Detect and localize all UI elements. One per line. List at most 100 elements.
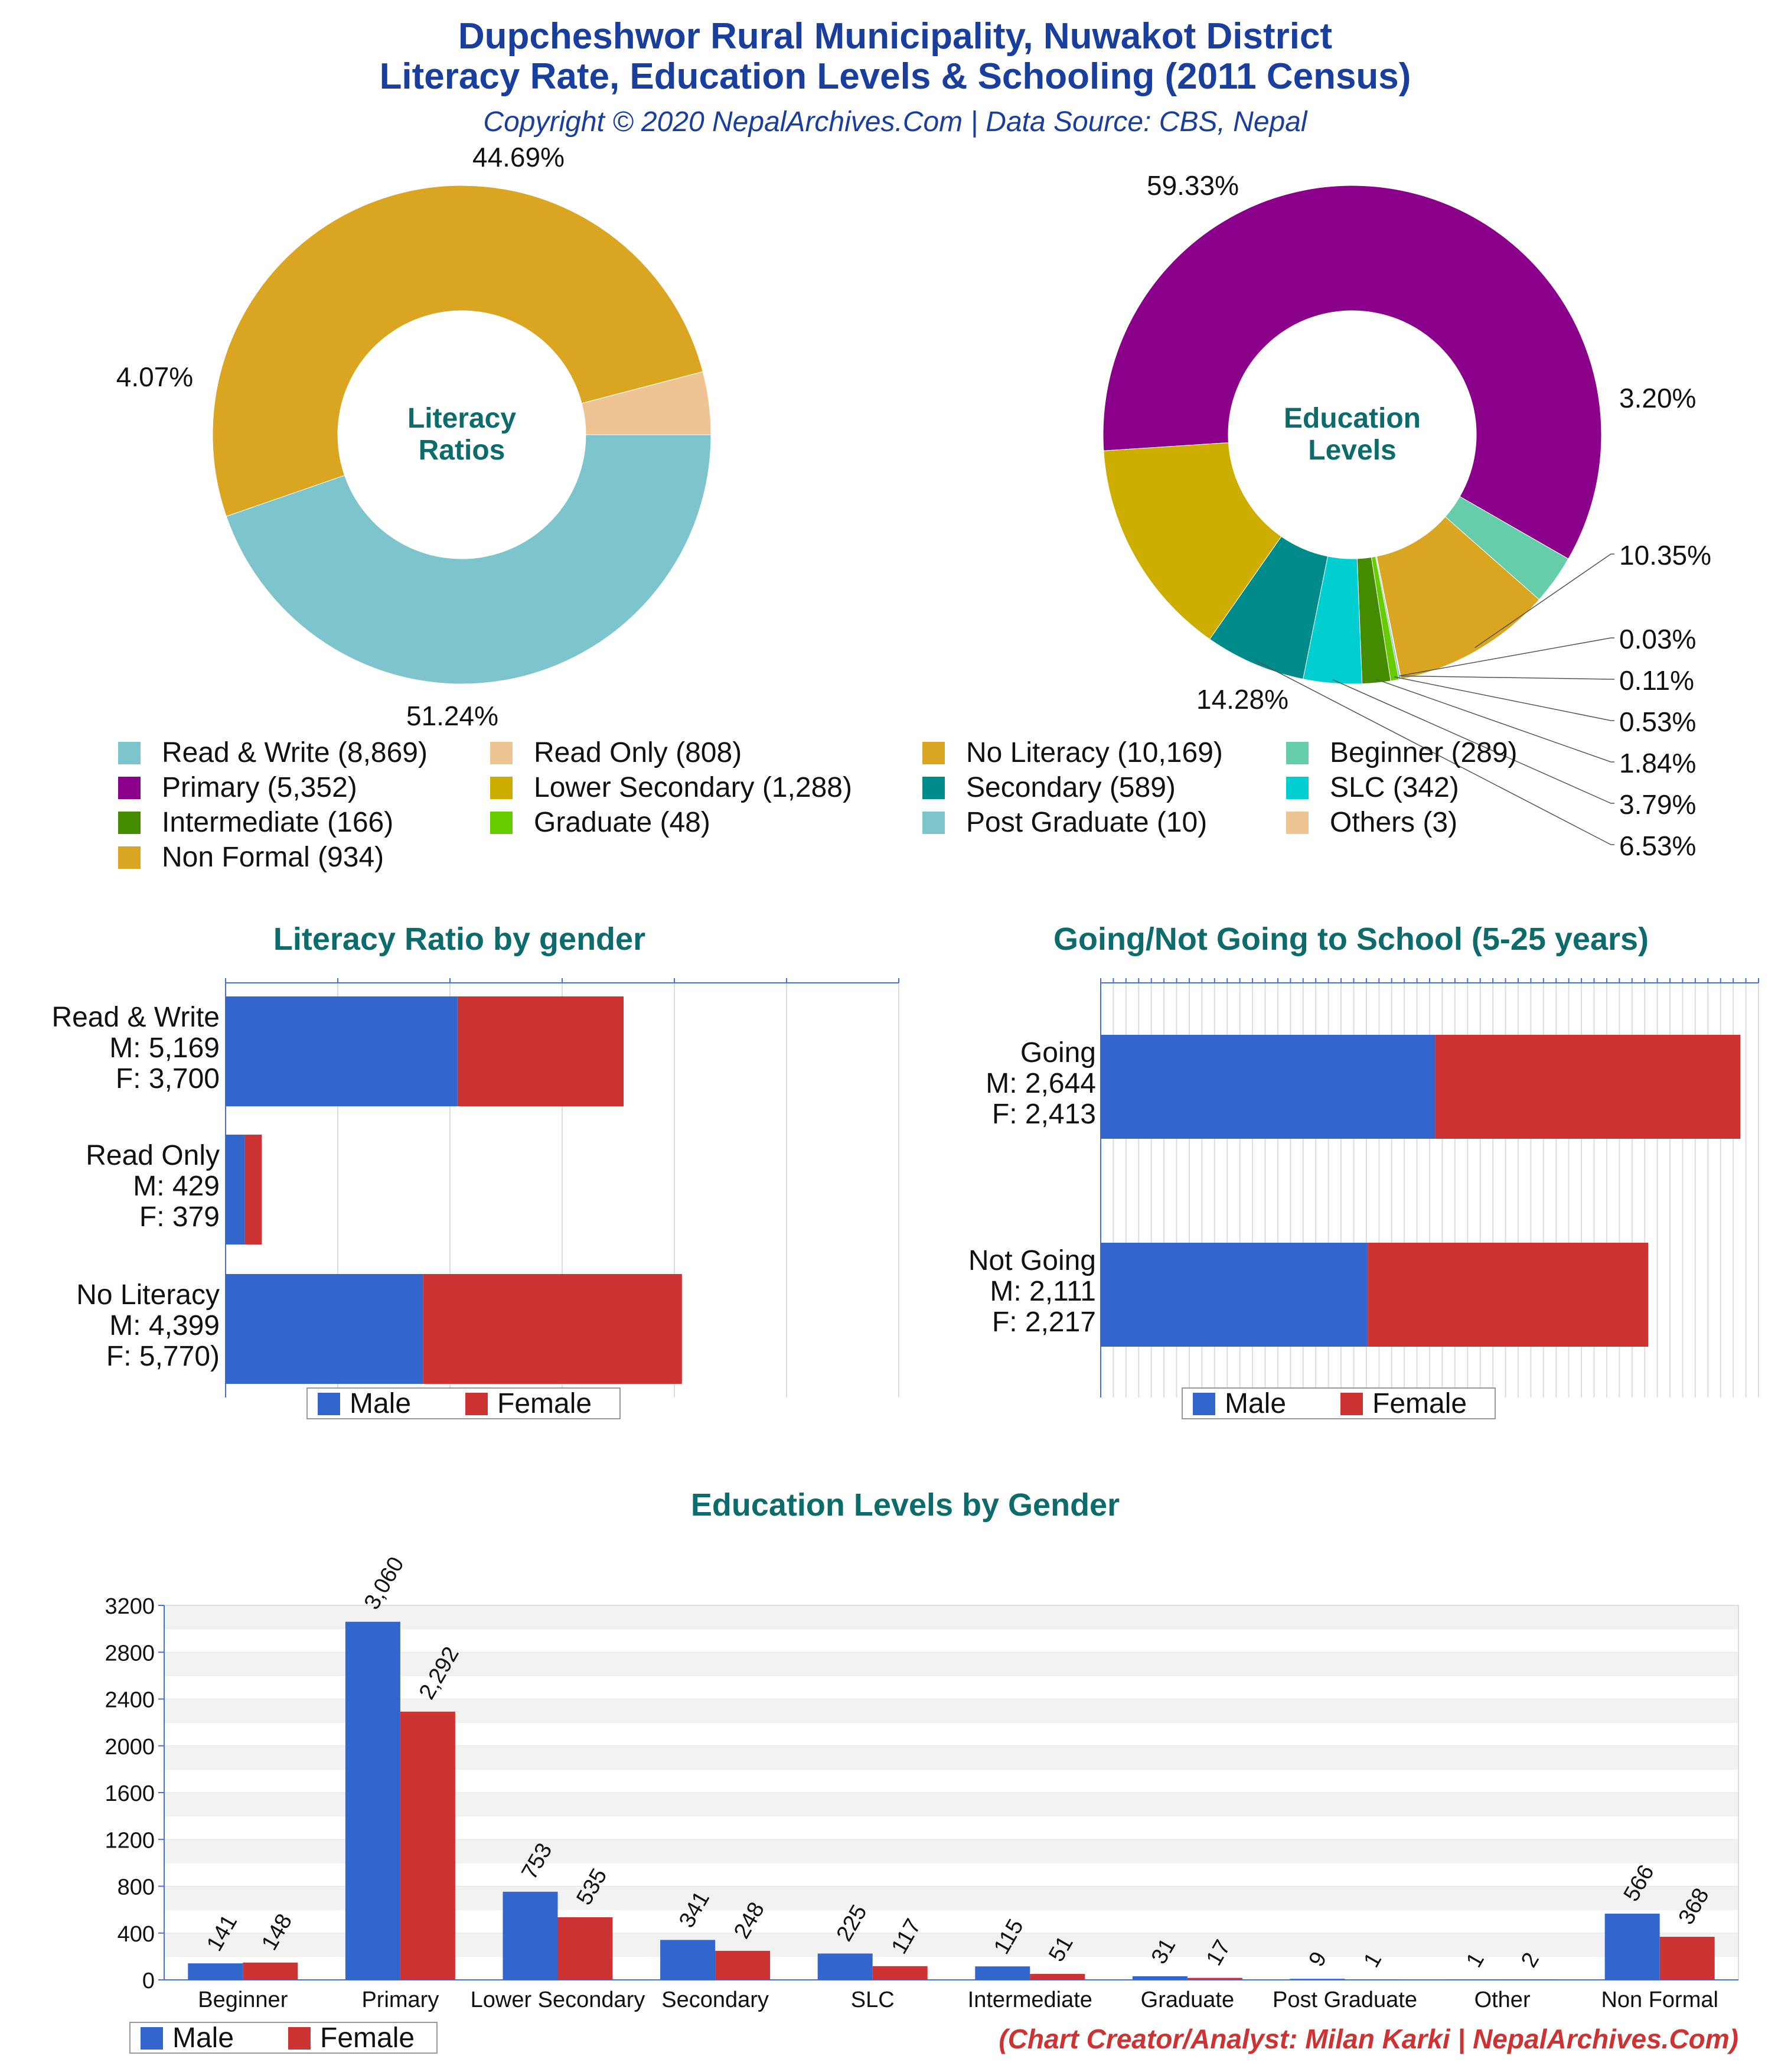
category-label: M: 2,111 [990, 1276, 1096, 1307]
bar-male [1132, 1976, 1188, 1980]
bar-female [400, 1711, 455, 1980]
x-tick-label: Lower Secondary [471, 1988, 645, 2012]
x-tick-label: Beginner [198, 1988, 288, 2012]
male-swatch [318, 1393, 340, 1415]
leader-line [1255, 660, 1614, 845]
category-label: Read Only [86, 1140, 220, 1171]
donut-slice-primary [1102, 185, 1602, 559]
donut-slice-non-formal [1376, 516, 1540, 680]
leader-line [1474, 553, 1614, 649]
donut-center-label: Ratios [419, 435, 505, 466]
legend-label: Graduate (48) [534, 807, 710, 838]
legend-swatch [118, 742, 141, 764]
female-swatch [1340, 1393, 1363, 1415]
category-label: F: 2,217 [992, 1307, 1096, 1338]
bar-male [1101, 1035, 1436, 1139]
legend-swatch [490, 777, 513, 799]
slice-pct-label: 3.79% [1619, 789, 1696, 820]
y-tick-label: 2800 [105, 1641, 155, 1666]
male-legend-label: Male [350, 1388, 411, 1419]
slice-pct-label: 0.53% [1619, 706, 1696, 737]
donut-slice-no-literacy [212, 185, 703, 517]
bar-male [975, 1966, 1030, 1980]
y-tick-label: 3200 [105, 1594, 155, 1619]
female-legend-label: Female [497, 1388, 592, 1419]
legend-label: Primary (5,352) [162, 772, 357, 803]
slice-pct-label: 59.33% [1147, 170, 1239, 201]
y-tick-label: 800 [118, 1875, 155, 1900]
gender-legend-box [306, 1387, 621, 1419]
gender-legend-box [1182, 1387, 1496, 1419]
legend-swatch [118, 812, 141, 834]
school-going-title: Going/Not Going to School (5-25 years) [1053, 921, 1649, 957]
bar-female [1435, 1035, 1741, 1139]
male-swatch [1193, 1393, 1215, 1415]
x-tick-label: Graduate [1141, 1988, 1234, 2012]
donut-slice-lower-secondary [1103, 442, 1282, 640]
bar-female [715, 1950, 771, 1980]
y-tick-label: 2000 [105, 1735, 155, 1760]
legend-swatch [118, 777, 141, 799]
main-title-line1: Dupcheshwor Rural Municipality, Nuwakot … [458, 16, 1332, 57]
legend-swatch [118, 846, 141, 869]
legend-label: Secondary (589) [966, 772, 1176, 803]
legend-swatch [490, 742, 513, 764]
bar-male [1604, 1913, 1660, 1980]
male-swatch [141, 2027, 163, 2050]
slice-pct-label: 0.03% [1619, 624, 1696, 654]
leader-line [1399, 675, 1614, 680]
legend-swatch [1286, 742, 1309, 764]
donut-center-label: Literacy [407, 403, 516, 434]
bar-female [872, 1966, 928, 1980]
x-tick-label: Intermediate [968, 1988, 1092, 2012]
y-tick-label: 0 [142, 1969, 155, 1993]
category-label: Read & Write [51, 1002, 220, 1033]
main-title-line2: Literacy Rate, Education Levels & School… [380, 56, 1411, 97]
slice-pct-label: 6.53% [1619, 830, 1696, 861]
bar-male [1101, 1243, 1368, 1347]
x-tick-label: Secondary [661, 1988, 769, 2012]
slice-pct-label: 14.28% [1196, 684, 1288, 715]
donut-center-label: Education [1284, 403, 1421, 434]
female-legend-label: Female [1372, 1388, 1467, 1419]
legend-swatch [922, 812, 945, 834]
leader-line [1332, 679, 1614, 804]
y-tick-label: 2400 [105, 1688, 155, 1713]
female-swatch [288, 2027, 311, 2050]
legend-label: Non Formal (934) [162, 842, 384, 873]
legend-swatch [922, 742, 945, 764]
slice-pct-label: 4.07% [116, 361, 193, 392]
bar-male [226, 996, 458, 1106]
bar-male [345, 1621, 400, 1980]
pie-legend: Read & Write (8,869) Primary (5,352) Inter… [118, 737, 1518, 873]
bar-male [817, 1953, 873, 1980]
category-label: M: 429 [133, 1171, 220, 1202]
bar-female [457, 996, 624, 1106]
bar-female [557, 1917, 613, 1980]
category-label: Going [1020, 1037, 1096, 1068]
legend-label: Post Graduate (10) [966, 807, 1207, 838]
male-legend-label: Male [172, 2022, 234, 2054]
x-tick-label: Post Graduate [1273, 1988, 1417, 2012]
category-label: F: 3,700 [116, 1063, 220, 1094]
legend-swatch [922, 777, 945, 799]
gender-legend-box [129, 2022, 438, 2054]
bar-male [1290, 1979, 1345, 1980]
female-swatch [465, 1393, 488, 1415]
y-tick-label: 400 [118, 1922, 155, 1947]
education-gender-title: Education Levels by Gender [691, 1487, 1120, 1523]
legend-label: Read & Write (8,869) [162, 737, 428, 768]
category-label: M: 4,399 [109, 1310, 220, 1341]
slice-pct-label: 51.24% [406, 701, 498, 731]
x-tick-label: Non Formal [1601, 1988, 1718, 2012]
legend-swatch [1286, 777, 1309, 799]
bar-female [1368, 1243, 1649, 1347]
legend-swatch [1286, 812, 1309, 834]
donut-slice-read-only [581, 371, 712, 435]
grid-band [164, 1652, 1738, 1676]
slice-pct-label: 1.84% [1619, 748, 1696, 778]
bar-male [660, 1940, 716, 1980]
slice-pct-label: 10.35% [1619, 540, 1711, 571]
